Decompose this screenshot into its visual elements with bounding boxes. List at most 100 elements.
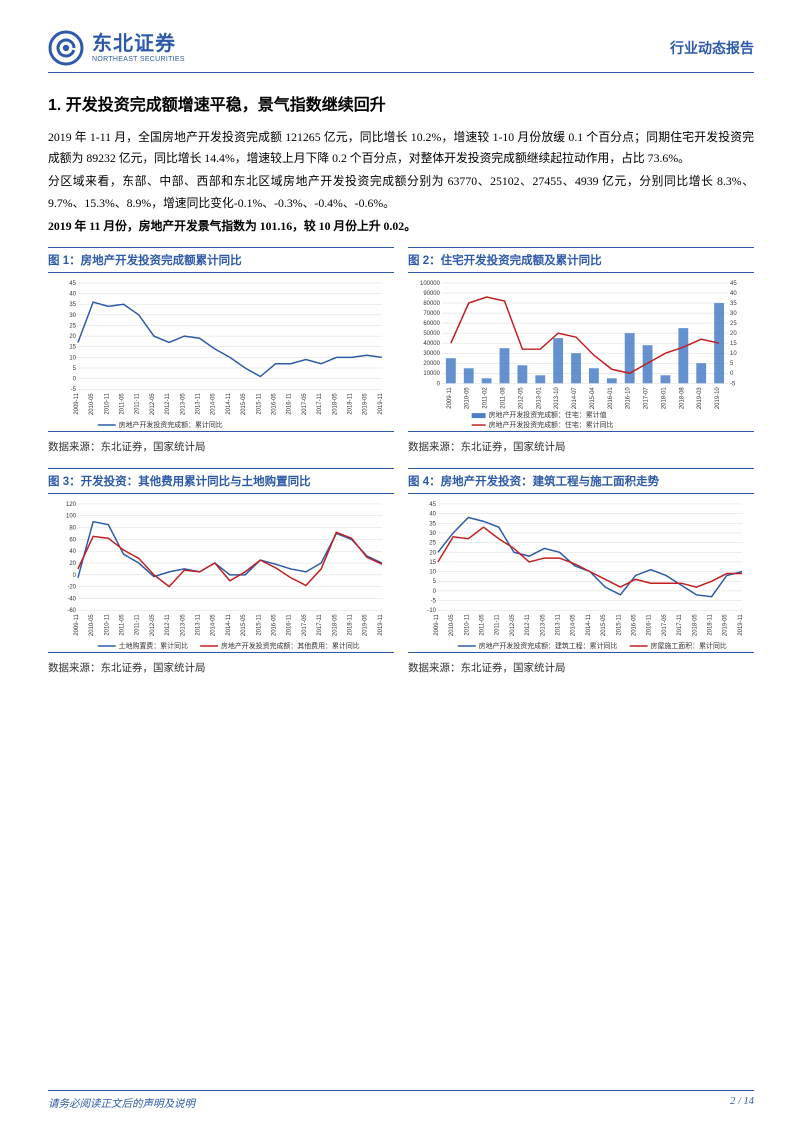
svg-text:2015-05: 2015-05 — [241, 614, 247, 637]
svg-text:10000: 10000 — [423, 371, 440, 377]
svg-text:房地产开发投资完成额：累计同比: 房地产开发投资完成额：累计同比 — [119, 420, 223, 429]
svg-text:2011-11: 2011-11 — [495, 614, 501, 636]
svg-text:2019-11: 2019-11 — [378, 614, 384, 636]
svg-text:2017-11: 2017-11 — [317, 614, 323, 636]
chart-4-block: 图 4：房地产开发投资：建筑工程与施工面积走势 -10-505101520253… — [408, 468, 754, 675]
chart-4-title: 图 4：房地产开发投资：建筑工程与施工面积走势 — [408, 476, 659, 488]
svg-text:20: 20 — [429, 550, 436, 556]
chart-3-block: 图 3：开发投资：其他费用累计同比与土地购置同比 -60-40-20020406… — [48, 468, 394, 675]
svg-text:45: 45 — [69, 281, 76, 287]
logo-text-cn: 东北证券 — [92, 34, 185, 54]
chart-1-source: 数据来源：东北证券，国家统计局 — [48, 437, 394, 454]
svg-text:40: 40 — [429, 512, 436, 518]
svg-text:2009-11: 2009-11 — [74, 393, 80, 415]
svg-text:2012-05: 2012-05 — [518, 387, 524, 410]
svg-text:2010-11: 2010-11 — [104, 393, 110, 415]
svg-text:2018-11: 2018-11 — [708, 614, 714, 636]
svg-text:2009-11: 2009-11 — [74, 614, 80, 636]
svg-text:2019-05: 2019-05 — [363, 393, 369, 416]
svg-text:房地产开发投资完成额：住宅：累计同比: 房地产开发投资完成额：住宅：累计同比 — [489, 420, 614, 429]
chart-2-title: 图 2：住宅开发投资完成额及累计同比 — [408, 255, 602, 267]
svg-text:15: 15 — [429, 560, 436, 566]
svg-text:2018-05: 2018-05 — [692, 614, 698, 637]
svg-text:15: 15 — [69, 345, 76, 351]
svg-text:2014-11: 2014-11 — [586, 614, 592, 636]
svg-text:20: 20 — [69, 334, 76, 340]
svg-text:100: 100 — [66, 514, 77, 520]
svg-text:25: 25 — [69, 324, 76, 330]
svg-text:2019-03: 2019-03 — [697, 387, 703, 410]
svg-text:100000: 100000 — [420, 281, 441, 287]
chart-1-title: 图 1：房地产开发投资完成额累计同比 — [48, 255, 242, 267]
svg-text:2016-11: 2016-11 — [647, 614, 653, 636]
svg-text:40000: 40000 — [423, 341, 440, 347]
svg-text:5: 5 — [730, 361, 734, 367]
section-title: 1. 开发投资完成额增速平稳，景气指数继续回升 — [48, 91, 754, 115]
svg-text:30000: 30000 — [423, 351, 440, 357]
svg-text:2010-11: 2010-11 — [464, 614, 470, 636]
svg-text:25: 25 — [730, 321, 737, 327]
svg-text:-5: -5 — [730, 381, 736, 387]
svg-text:2018-05: 2018-05 — [332, 614, 338, 637]
svg-text:2013-01: 2013-01 — [536, 387, 542, 410]
chart-2-source: 数据来源：东北证券，国家统计局 — [408, 437, 754, 454]
report-type: 行业动态报告 — [670, 38, 754, 58]
svg-text:2018-11: 2018-11 — [348, 614, 354, 636]
chart-1-canvas: -50510152025303540452009-112010-052010-1… — [48, 277, 394, 432]
svg-text:-60: -60 — [67, 608, 76, 614]
svg-text:2012-11: 2012-11 — [165, 393, 171, 415]
svg-text:2019-10: 2019-10 — [715, 387, 721, 410]
svg-text:30: 30 — [730, 311, 737, 317]
logo-block: 东北证券 NORTHEAST SECURITIES — [48, 30, 185, 66]
svg-text:2018-01: 2018-01 — [661, 387, 667, 410]
svg-text:25: 25 — [429, 541, 436, 547]
chart-1-block: 图 1：房地产开发投资完成额累计同比 -50510152025303540452… — [48, 247, 394, 454]
svg-text:2009-11: 2009-11 — [447, 387, 453, 409]
svg-text:30: 30 — [429, 531, 436, 537]
logo-text-en: NORTHEAST SECURITIES — [92, 56, 185, 63]
svg-text:2009-11: 2009-11 — [434, 614, 440, 636]
svg-text:60000: 60000 — [423, 321, 440, 327]
svg-text:2016-11: 2016-11 — [287, 614, 293, 636]
svg-text:房地产开发投资完成额：其他费用：累计同比: 房地产开发投资完成额：其他费用：累计同比 — [221, 641, 360, 650]
svg-text:90000: 90000 — [423, 291, 440, 297]
svg-text:70000: 70000 — [423, 311, 440, 317]
footer-page: 2 / 14 — [730, 1096, 754, 1111]
svg-text:35: 35 — [429, 521, 436, 527]
svg-text:房地产开发投资完成额：住宅：累计值: 房地产开发投资完成额：住宅：累计值 — [489, 410, 607, 419]
svg-text:2014-07: 2014-07 — [572, 387, 578, 410]
svg-text:2010-05: 2010-05 — [465, 387, 471, 410]
chart-2-canvas: 0100002000030000400005000060000700008000… — [408, 277, 754, 432]
svg-text:40: 40 — [69, 549, 76, 555]
svg-text:50000: 50000 — [423, 331, 440, 337]
svg-text:60: 60 — [69, 538, 76, 544]
svg-text:35: 35 — [730, 301, 737, 307]
svg-text:2016-05: 2016-05 — [272, 393, 278, 416]
svg-text:2018-05: 2018-05 — [332, 393, 338, 416]
chart-2-block: 图 2：住宅开发投资完成额及累计同比 010000200003000040000… — [408, 247, 754, 454]
svg-text:2016-05: 2016-05 — [272, 614, 278, 637]
svg-text:20000: 20000 — [423, 361, 440, 367]
svg-text:-5: -5 — [71, 387, 77, 393]
svg-text:10: 10 — [69, 356, 76, 362]
svg-text:2011-11: 2011-11 — [135, 614, 141, 636]
svg-text:2019-11: 2019-11 — [378, 393, 384, 415]
svg-text:0: 0 — [73, 573, 77, 579]
svg-text:15: 15 — [730, 341, 737, 347]
svg-text:10: 10 — [730, 351, 737, 357]
svg-text:2017-07: 2017-07 — [644, 387, 650, 410]
svg-text:2010-11: 2010-11 — [104, 614, 110, 636]
svg-text:2014-05: 2014-05 — [211, 614, 217, 637]
svg-text:-20: -20 — [67, 585, 76, 591]
svg-text:2017-05: 2017-05 — [302, 393, 308, 416]
svg-text:80000: 80000 — [423, 301, 440, 307]
paragraph-bold: 2019 年 11 月份，房地产开发景气指数为 101.16，较 10 月份上升… — [48, 216, 754, 237]
svg-text:2014-11: 2014-11 — [226, 393, 232, 415]
svg-text:2015-11: 2015-11 — [256, 393, 262, 415]
svg-text:2013-10: 2013-10 — [554, 387, 560, 410]
svg-text:2013-05: 2013-05 — [180, 614, 186, 637]
svg-text:80: 80 — [69, 526, 76, 532]
svg-text:2014-11: 2014-11 — [226, 614, 232, 636]
svg-text:2019-11: 2019-11 — [738, 614, 744, 636]
svg-text:2017-05: 2017-05 — [302, 614, 308, 637]
